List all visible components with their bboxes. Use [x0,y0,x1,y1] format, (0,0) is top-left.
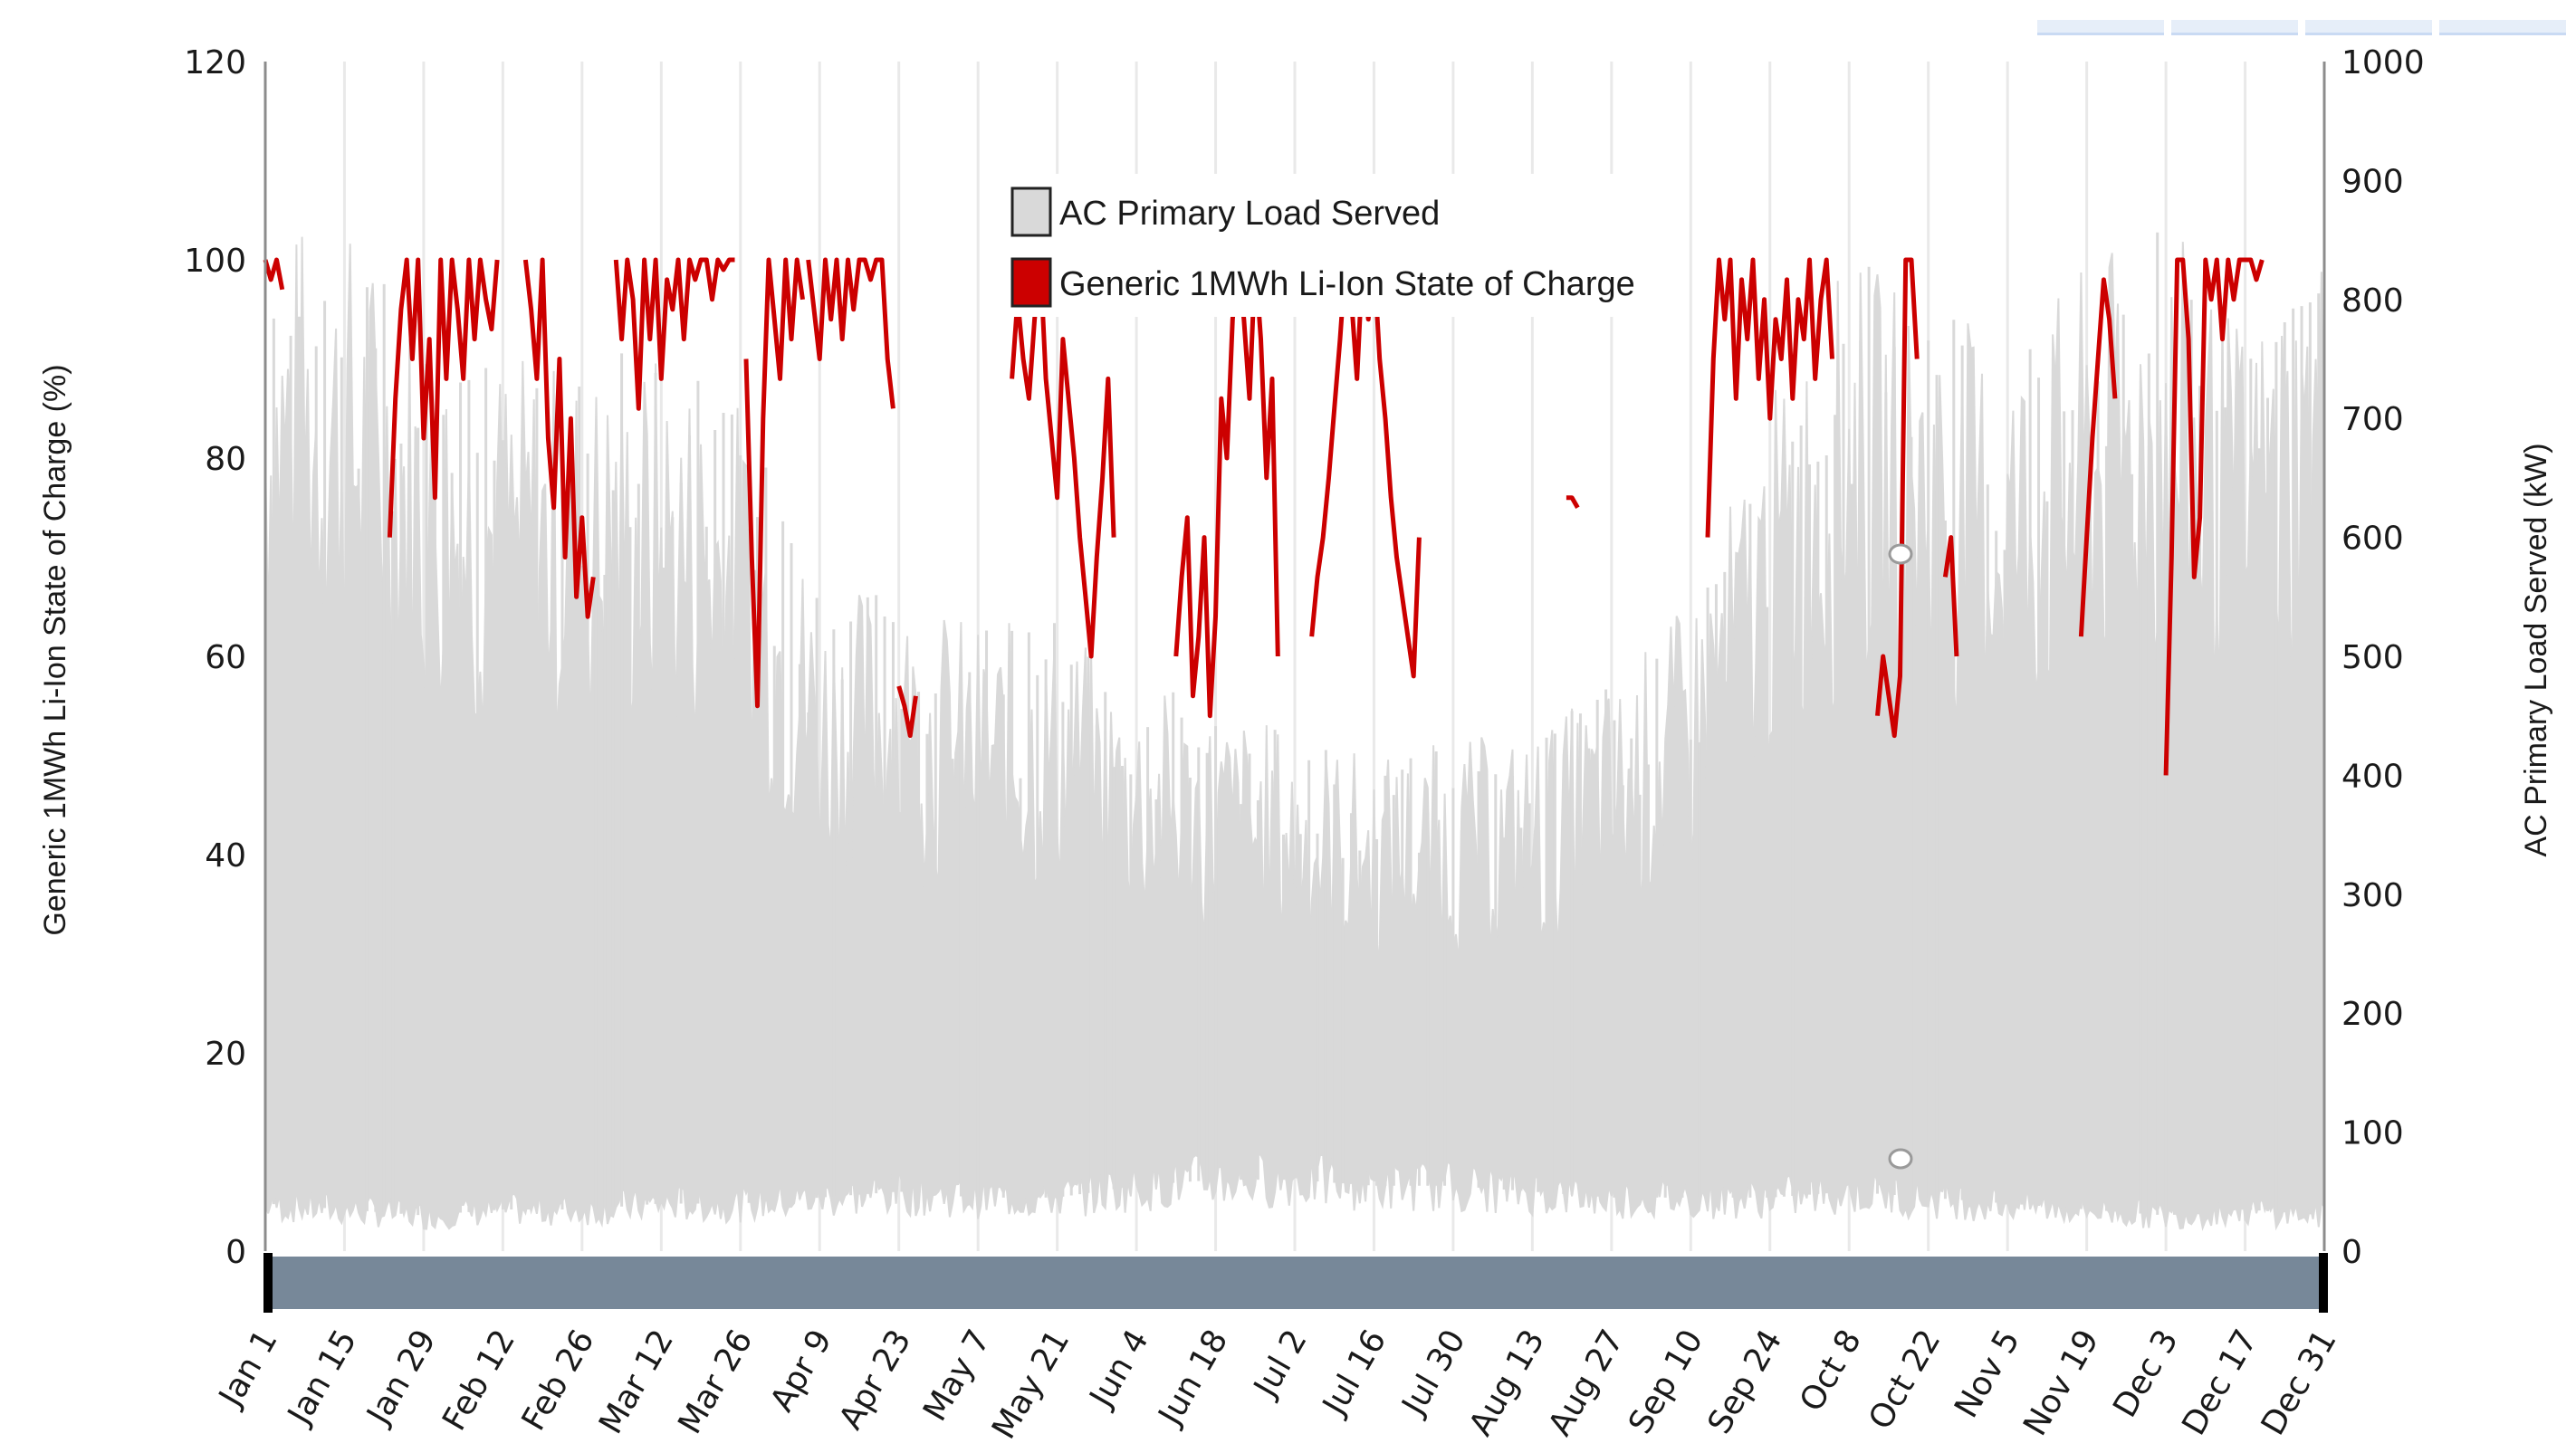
x-tick-label: Oct 8 [1793,1324,1869,1418]
x-tick-label: Nov 19 [2016,1324,2106,1442]
left-tick-label: 80 [205,441,246,478]
soc-segment [263,257,285,291]
x-tick-label: Sep 24 [1701,1324,1790,1440]
soc-segment [613,257,735,411]
soc-segment [1705,257,1834,538]
right-tick-label: 100 [2341,1115,2404,1152]
legend-label-load: AC Primary Load Served [1059,195,1440,233]
right-tick-label: 900 [2341,163,2404,200]
x-tick-label: Apr 23 [832,1324,918,1436]
right-tick-label: 600 [2341,521,2404,558]
soc-segment [806,257,895,409]
scroll-marker-top[interactable] [1888,543,1913,565]
x-tick-label: Feb 26 [515,1324,602,1437]
x-tick-label: Jan 29 [359,1324,444,1432]
legend-swatch-load [1010,186,1052,237]
range-selector-track[interactable] [265,1257,2324,1309]
range-handle-right[interactable] [2319,1253,2328,1313]
soc-segment [1173,257,1280,719]
left-y-axis-ticks: 0 20 40 60 80 100 120 [184,44,246,1271]
x-tick-label: Oct 22 [1862,1324,1948,1436]
left-tick-label: 100 [184,243,246,280]
right-tick-label: 200 [2341,996,2404,1033]
x-tick-label: Jul 2 [1246,1324,1314,1405]
x-tick-label: Jun 4 [1082,1324,1156,1415]
right-tick-label: 800 [2341,282,2404,320]
x-tick-label: Sep 10 [1622,1324,1710,1440]
toolbar-tab-2[interactable] [2171,20,2298,35]
left-tick-label: 0 [225,1234,246,1271]
soc-segment [2078,277,2118,637]
right-y-axis-title: AC Primary Load Served (kW) [2519,443,2553,856]
x-tick-label: Feb 12 [436,1324,522,1437]
soc-segment [1309,257,1422,679]
x-tick-label: Mar 26 [671,1324,760,1440]
x-tick-label: Dec 31 [2255,1324,2344,1441]
right-tick-label: 1000 [2341,44,2425,81]
x-tick-label: Jan 1 [211,1324,284,1414]
x-tick-label: May 7 [916,1324,998,1428]
right-tick-label: 700 [2341,401,2404,438]
soc-segment [743,257,805,709]
soc-segment [1942,535,1959,657]
soc-segment [1875,257,1920,739]
x-tick-label: Nov 5 [1948,1324,2027,1424]
left-y-axis-title: Generic 1MWh Li-Ion State of Charge (%) [38,364,72,935]
state-of-charge-series [263,257,2265,776]
load-served-series [263,232,2325,1231]
toolbar-tab-4[interactable] [2439,20,2566,35]
soc-segment [1566,495,1580,510]
soc-segment [1010,257,1116,659]
x-tick-label: Jul 30 [1394,1324,1473,1422]
x-tick-label: Apr 9 [763,1324,839,1418]
x-tick-label: Mar 12 [592,1324,681,1440]
x-tick-label: Jan 15 [280,1324,364,1432]
soc-segment [522,257,596,619]
legend-swatch-soc [1010,257,1052,308]
legend-label-soc: Generic 1MWh Li-Ion State of Charge [1059,265,1635,303]
right-tick-label: 0 [2341,1234,2362,1271]
x-tick-label: Jun 18 [1151,1324,1235,1433]
legend: AC Primary Load Served Generic 1MWh Li-I… [1001,174,1635,317]
x-tick-label: Dec 17 [2175,1324,2265,1441]
soc-segment [387,257,500,538]
left-tick-label: 20 [205,1036,246,1073]
axes [263,62,2326,1251]
range-handle-left[interactable] [263,1253,273,1313]
x-tick-label: May 21 [985,1324,1077,1446]
right-tick-label: 400 [2341,758,2404,795]
scroll-marker-bottom[interactable] [1888,1148,1913,1170]
left-tick-label: 120 [184,44,246,81]
left-tick-label: 40 [205,837,246,875]
x-tick-label: Aug 27 [1541,1324,1631,1442]
right-y-axis-ticks: 0 100 200 300 400 500 600 700 800 900 1000 [2341,44,2425,1271]
right-tick-label: 300 [2341,877,2404,914]
x-tick-label: Jul 16 [1315,1324,1393,1422]
toolbar-tab-3[interactable] [2305,20,2432,35]
left-tick-label: 60 [205,639,246,676]
x-tick-label: Dec 3 [2106,1324,2186,1424]
right-tick-label: 500 [2341,639,2404,676]
soc-segment [2163,257,2265,776]
legend-background [1001,174,1625,317]
soc-segment [896,685,918,739]
x-tick-label: Aug 13 [1462,1324,1552,1442]
toolbar-tab-1[interactable] [2037,20,2164,35]
